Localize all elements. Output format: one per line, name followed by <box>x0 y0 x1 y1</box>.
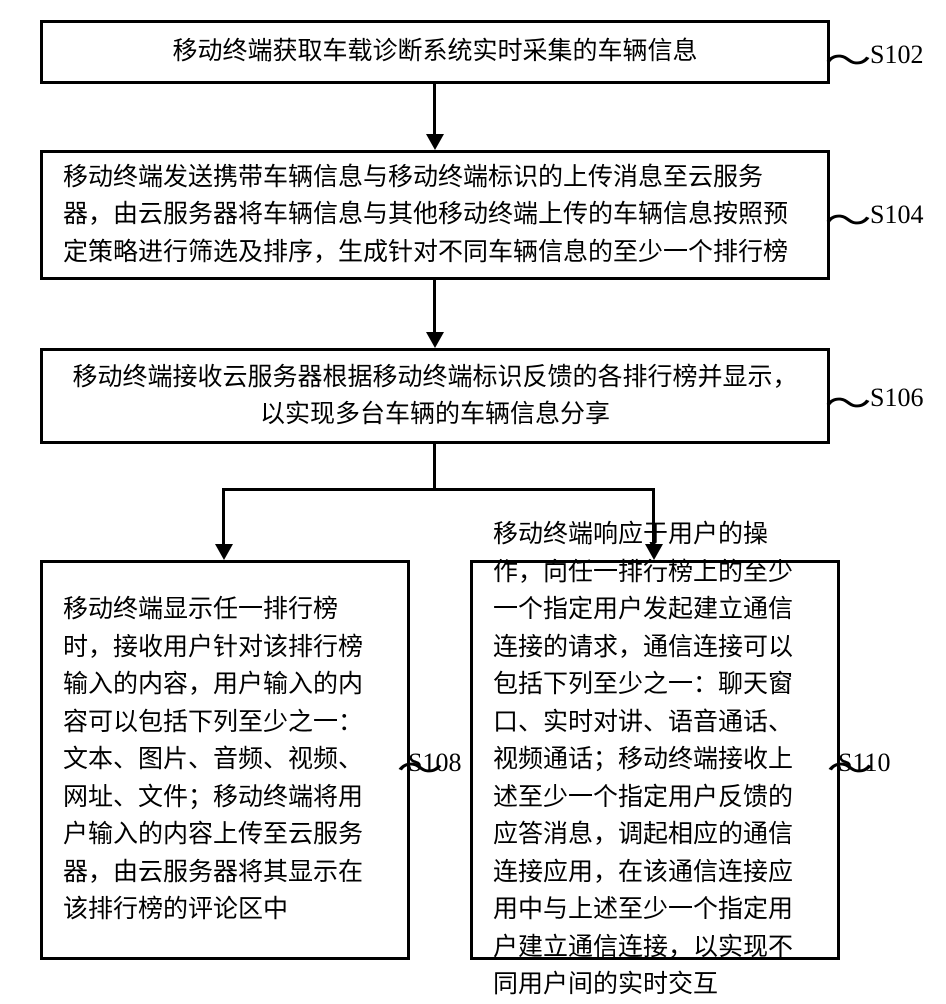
arrow-line <box>433 84 436 134</box>
arrow-line <box>433 280 436 332</box>
tilde-connector: 〜 <box>397 740 444 792</box>
arrow-line <box>222 488 225 544</box>
step-box-s102: 移动终端获取车载诊断系统实时采集的车辆信息 <box>40 20 830 84</box>
tilde-connector: 〜 <box>827 740 874 792</box>
arrow-head-icon <box>426 134 444 150</box>
arrow-line <box>433 444 436 490</box>
step-text-s106: 移动终端接收云服务器根据移动终端标识反馈的各排行榜并显示，以实现多台车辆的车辆信… <box>63 359 807 434</box>
step-label-s102: S102 <box>870 40 923 70</box>
arrow-line <box>222 488 655 491</box>
tilde-connector: 〜 <box>825 375 872 427</box>
step-text-s110: 移动终端响应于用户的操作，向任一排行榜上的至少一个指定用户发起建立通信连接的请求… <box>493 516 817 1004</box>
step-text-s102: 移动终端获取车载诊断系统实时采集的车辆信息 <box>172 33 697 71</box>
step-text-s108: 移动终端显示任一排行榜时，接收用户针对该排行榜输入的内容，用户输入的内容可以包括… <box>63 591 387 929</box>
step-label-s106: S106 <box>870 383 923 413</box>
step-box-s106: 移动终端接收云服务器根据移动终端标识反馈的各排行榜并显示，以实现多台车辆的车辆信… <box>40 348 830 444</box>
arrow-head-icon <box>645 544 663 560</box>
step-box-s110: 移动终端响应于用户的操作，向任一排行榜上的至少一个指定用户发起建立通信连接的请求… <box>470 560 840 960</box>
step-text-s104: 移动终端发送携带车辆信息与移动终端标识的上传消息至云服务器，由云服务器将车辆信息… <box>63 159 807 272</box>
arrow-head-icon <box>426 332 444 348</box>
arrow-line <box>652 488 655 544</box>
step-box-s104: 移动终端发送携带车辆信息与移动终端标识的上传消息至云服务器，由云服务器将车辆信息… <box>40 150 830 280</box>
tilde-connector: 〜 <box>825 192 872 244</box>
tilde-connector: 〜 <box>825 32 872 84</box>
arrow-head-icon <box>215 544 233 560</box>
step-box-s108: 移动终端显示任一排行榜时，接收用户针对该排行榜输入的内容，用户输入的内容可以包括… <box>40 560 410 960</box>
step-label-s104: S104 <box>870 200 923 230</box>
